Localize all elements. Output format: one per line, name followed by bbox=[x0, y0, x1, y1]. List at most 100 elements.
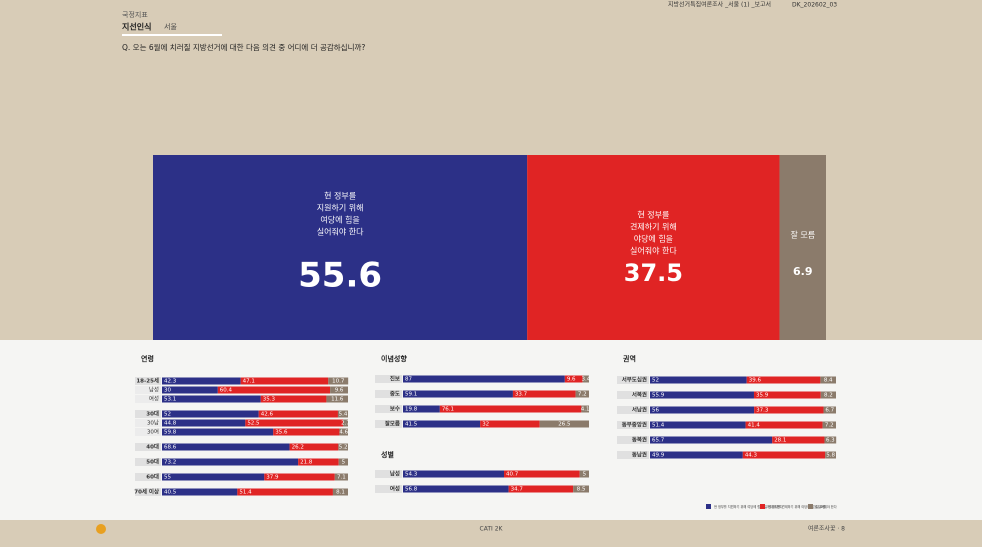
row-bar bbox=[403, 390, 513, 398]
row-value: 35.9 bbox=[756, 393, 769, 399]
row-bar bbox=[745, 421, 823, 429]
row-value: 11.6 bbox=[331, 397, 344, 403]
row-bar bbox=[581, 405, 589, 413]
row-bar bbox=[650, 421, 746, 429]
row-value: 5.8 bbox=[826, 453, 835, 459]
row-value: 73.2 bbox=[164, 460, 176, 466]
row-bar bbox=[512, 390, 576, 398]
row-bar bbox=[260, 395, 327, 403]
row-bar bbox=[162, 443, 290, 451]
row-bar bbox=[245, 419, 343, 427]
row-label: 60대 bbox=[146, 473, 159, 481]
row-bar bbox=[820, 376, 836, 384]
row-bar bbox=[162, 473, 265, 481]
row-bar bbox=[337, 410, 348, 418]
main-bar bbox=[153, 155, 528, 340]
row-bar bbox=[403, 375, 565, 383]
row-value: 6.3 bbox=[826, 438, 835, 444]
row-bar bbox=[579, 470, 589, 478]
title: 지선인식 bbox=[122, 22, 151, 32]
row-label-bg bbox=[135, 428, 161, 436]
panel-title: 권역 bbox=[623, 354, 636, 363]
row-label-bg bbox=[617, 436, 649, 444]
row-value: 9.6 bbox=[567, 377, 576, 383]
main-value: 37.5 bbox=[624, 259, 683, 287]
row-value: 47.1 bbox=[243, 379, 255, 385]
legend-swatch bbox=[808, 504, 813, 509]
row-value: 42.3 bbox=[164, 379, 177, 385]
row-value: 49.9 bbox=[652, 453, 665, 459]
row-value: 5 bbox=[342, 460, 346, 466]
row-bar bbox=[754, 406, 824, 414]
row-value: 7.2 bbox=[825, 423, 834, 429]
row-value: 28.1 bbox=[774, 438, 786, 444]
row-value: 19.8 bbox=[405, 407, 418, 413]
row-label: 잘모름 bbox=[385, 420, 400, 428]
row-bar bbox=[503, 470, 580, 478]
row-bar bbox=[162, 395, 261, 403]
row-bar bbox=[825, 451, 836, 459]
row-label: 남성 bbox=[149, 386, 159, 394]
row-label-bg bbox=[617, 451, 649, 459]
row-bar bbox=[573, 485, 589, 493]
row-bar bbox=[258, 410, 338, 418]
row-label: 30대 bbox=[146, 410, 159, 418]
footer-right: 여론조사꽃 · 8 bbox=[808, 525, 845, 533]
row-value: 55.9 bbox=[652, 393, 665, 399]
row-label-bg bbox=[135, 458, 161, 466]
row-bar bbox=[338, 443, 348, 451]
row-value: 33.7 bbox=[515, 392, 528, 398]
row-value: 4.1 bbox=[581, 407, 590, 413]
row-label-bg bbox=[135, 395, 161, 403]
row-value: 59.8 bbox=[164, 430, 177, 436]
row-value: 7.1 bbox=[337, 475, 346, 481]
row-value: 5.2 bbox=[339, 445, 348, 451]
row-value: 9.6 bbox=[335, 388, 344, 394]
main-label: 여당에 힘을 bbox=[320, 215, 359, 225]
row-value: 65.7 bbox=[652, 438, 665, 444]
row-value: 41.4 bbox=[748, 423, 761, 429]
row-bar bbox=[162, 386, 218, 394]
row-label: 남성 bbox=[390, 470, 400, 478]
footer-bg bbox=[0, 520, 982, 547]
main-label: 실어줘야 한다 bbox=[317, 227, 364, 237]
row-label-bg bbox=[135, 473, 161, 481]
main-label: 야당에 힘을 bbox=[634, 234, 673, 244]
row-value: 35.6 bbox=[275, 430, 288, 436]
row-value: 55 bbox=[164, 475, 171, 481]
row-value: 7.2 bbox=[578, 392, 587, 398]
row-bar bbox=[823, 406, 836, 414]
row-label: 서남권 bbox=[632, 406, 647, 414]
row-bar bbox=[273, 428, 340, 436]
row-bar bbox=[332, 488, 348, 496]
row-value: 10.7 bbox=[332, 379, 345, 385]
row-bar bbox=[650, 436, 773, 444]
row-label-bg bbox=[617, 421, 649, 429]
row-value: 26.5 bbox=[558, 422, 571, 428]
row-value: 41.5 bbox=[405, 422, 418, 428]
row-label-bg bbox=[135, 443, 161, 451]
main-label: 실어줘야 한다 bbox=[630, 246, 677, 256]
row-value: 8.4 bbox=[824, 378, 833, 384]
row-label: 서부도심권 bbox=[622, 376, 647, 384]
row-value: 5.4 bbox=[339, 412, 348, 418]
row-bar bbox=[582, 375, 589, 383]
row-bar bbox=[772, 436, 825, 444]
row-label-bg bbox=[617, 376, 649, 384]
row-bar bbox=[508, 485, 574, 493]
row-bar bbox=[575, 390, 589, 398]
main-label: 견제하기 위해 bbox=[630, 222, 677, 232]
row-bar bbox=[162, 377, 241, 385]
row-label-bg bbox=[135, 488, 161, 496]
row-value: 32 bbox=[482, 422, 489, 428]
panel-title: 연령 bbox=[141, 354, 154, 363]
row-label-bg bbox=[375, 375, 402, 383]
panel-title: 성별 bbox=[381, 450, 394, 459]
main-bar bbox=[779, 155, 826, 340]
legend-label: 현 정부를 지원하기 위해 여당에 힘을 실어줘야 한다 bbox=[714, 504, 783, 509]
row-bar bbox=[650, 451, 743, 459]
row-label-bg bbox=[375, 470, 402, 478]
row-value: 8.5 bbox=[577, 487, 586, 493]
legend-swatch bbox=[706, 504, 711, 509]
row-bar bbox=[403, 405, 440, 413]
